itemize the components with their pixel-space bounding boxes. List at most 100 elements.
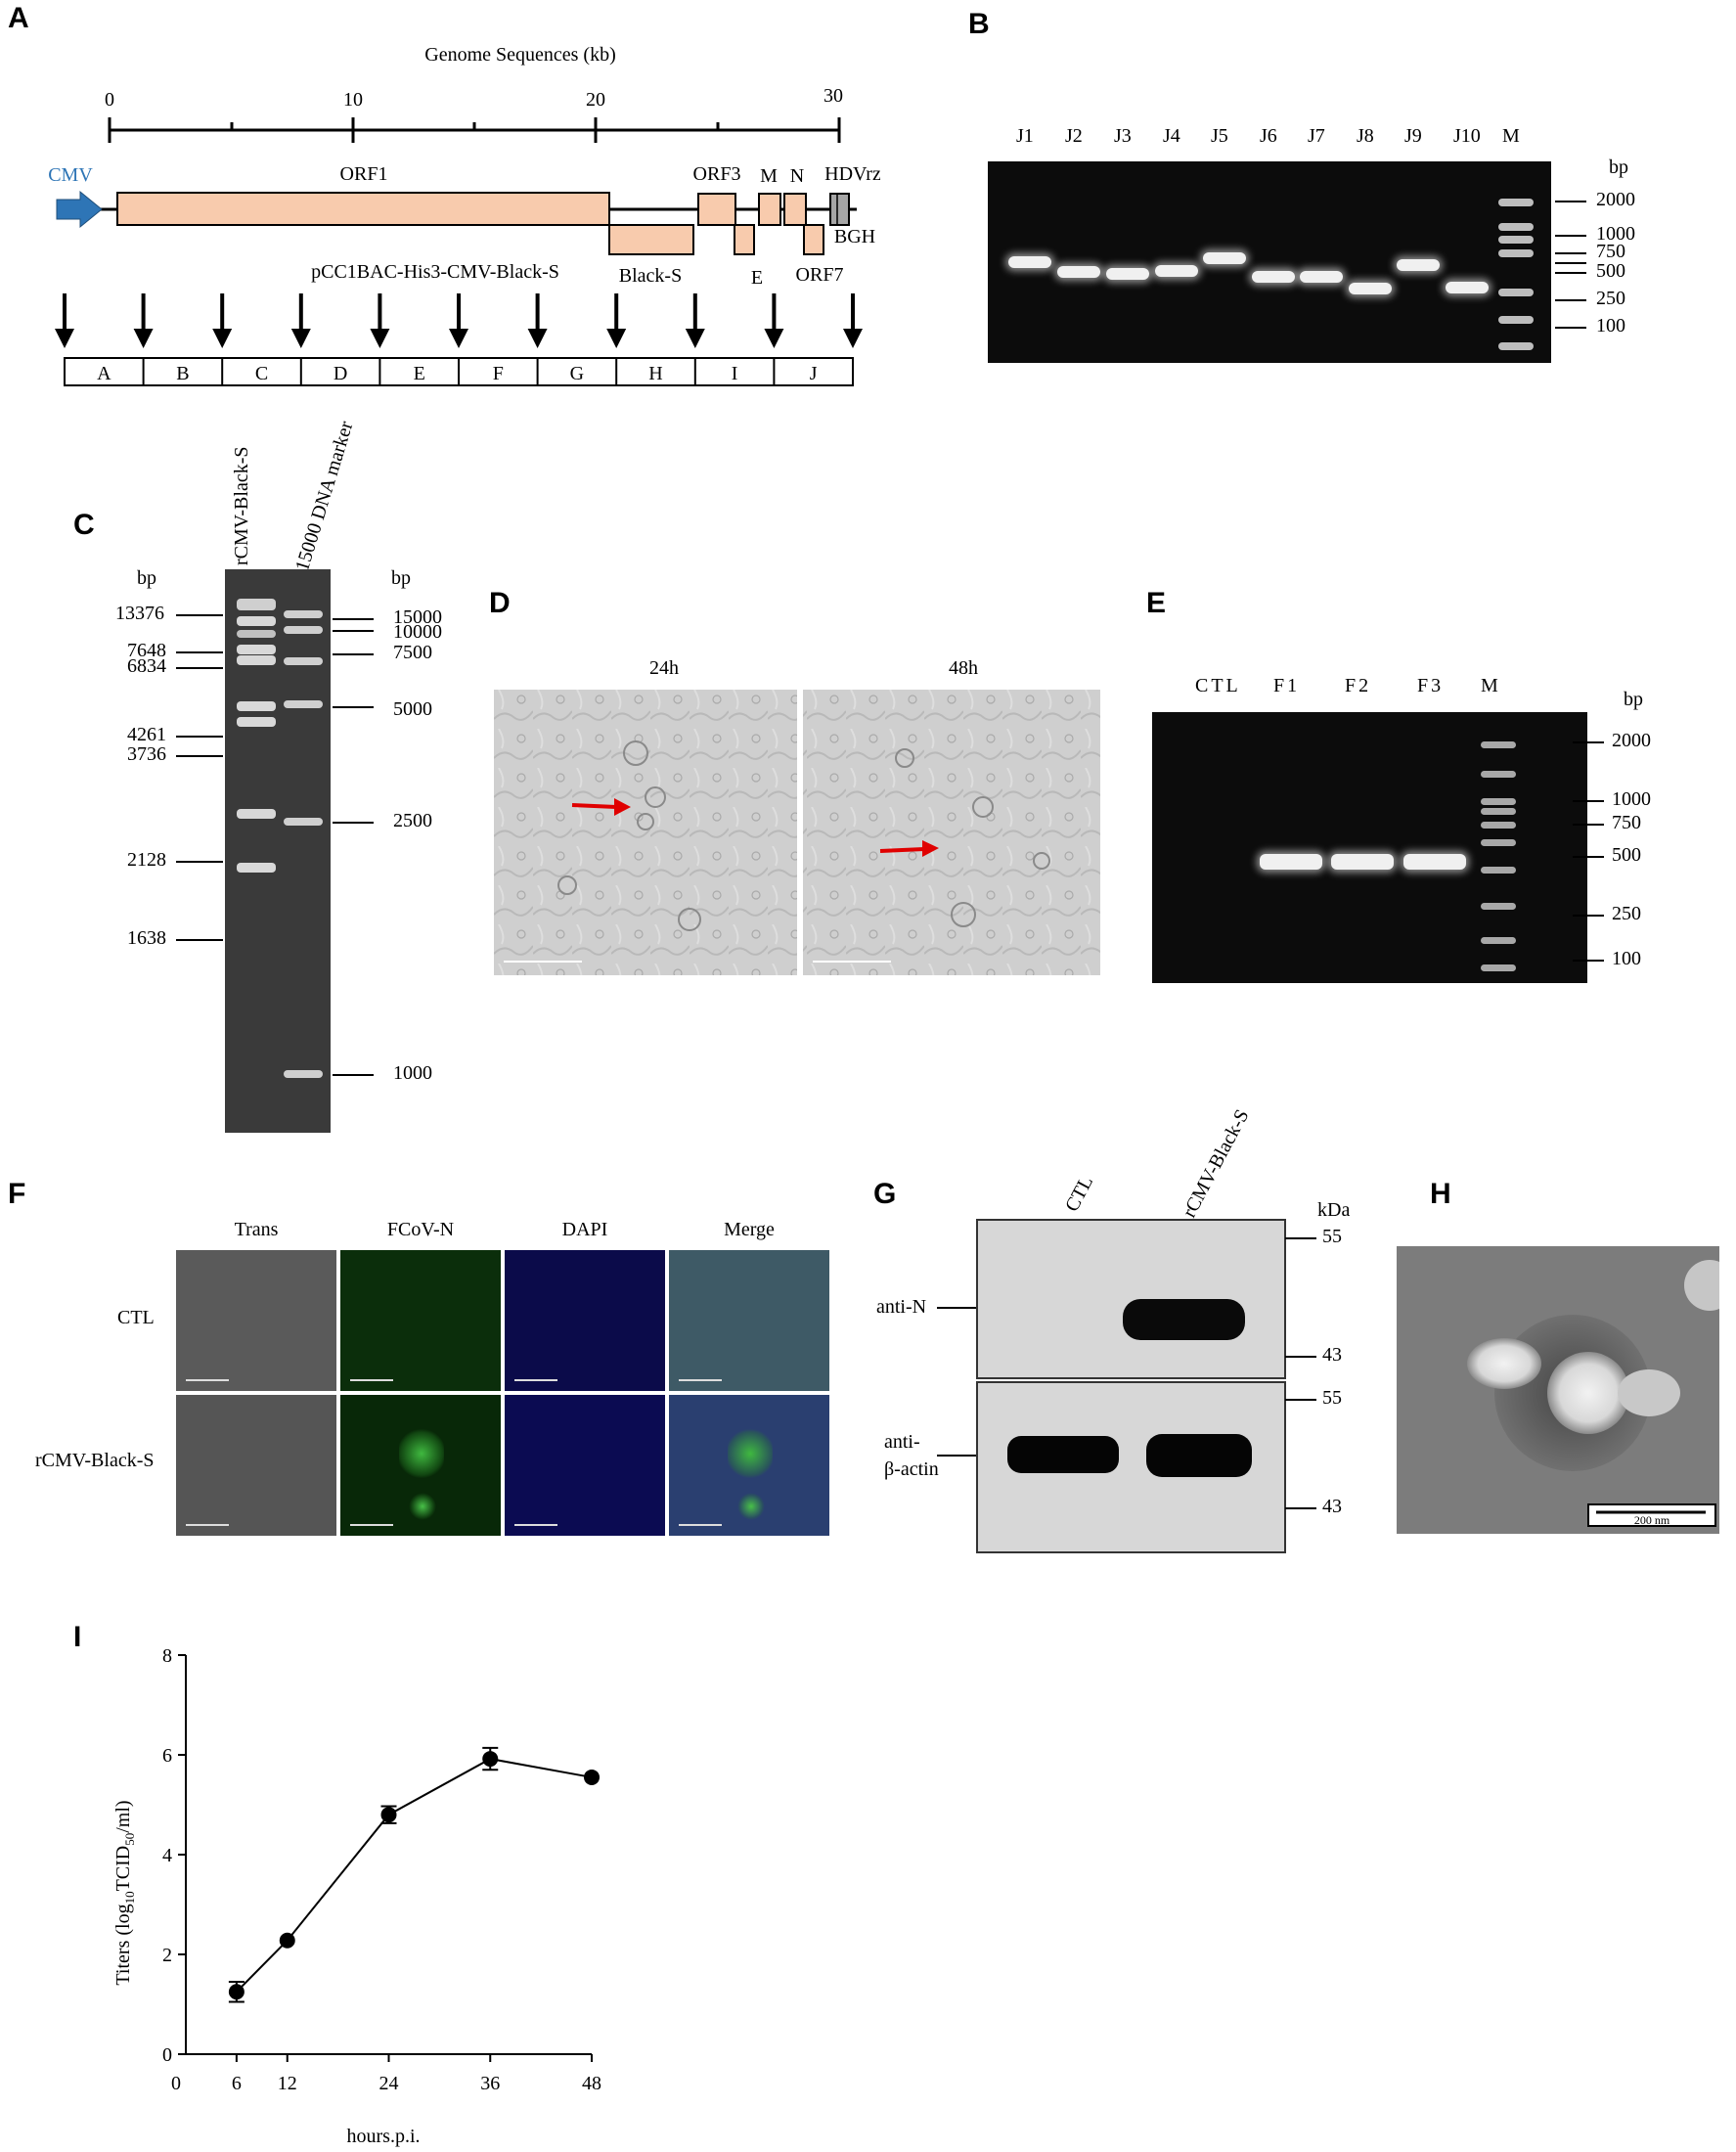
gel-c-sample-band [237, 701, 276, 711]
gel-b-marker-tick [1555, 299, 1586, 301]
gel-c-sample-band [237, 717, 276, 727]
chart-x-tick-label: 48 [582, 2073, 601, 2094]
gel-e-marker-band [1481, 808, 1516, 815]
gel-e-marker-band [1481, 798, 1516, 805]
if-image [340, 1395, 501, 1536]
gel-e-marker-label: 500 [1612, 844, 1641, 866]
gel-e-marker-label: 100 [1612, 948, 1641, 969]
if-row-label-rcmv: rCMV-Black-S [35, 1450, 155, 1471]
gel-e-marker-band [1481, 937, 1516, 944]
e-label: E [751, 267, 763, 289]
em-image: 200 nm [1397, 1246, 1719, 1534]
if-scale-bar [186, 1379, 229, 1381]
micro-label-48h: 48h [949, 657, 978, 679]
gel-e-marker-tick [1573, 960, 1604, 962]
chart-data-point [380, 1807, 397, 1823]
gel-b-lane-label: J9 [1404, 125, 1422, 147]
gel-c-left-tick [176, 736, 223, 738]
if-scale-bar [350, 1524, 393, 1526]
gel-b-unit: bp [1609, 157, 1628, 178]
if-green-signal [399, 1426, 444, 1481]
wb-band-actin-ctl [1007, 1436, 1119, 1473]
gel-c-sample-band [237, 630, 276, 638]
gel-b-band [1397, 259, 1440, 271]
if-column-header: FCoV-N [386, 1219, 455, 1240]
gel-c-left-size-label: 7648 [127, 640, 166, 661]
gel-e-marker-band [1481, 771, 1516, 778]
orf3-box [697, 193, 736, 226]
gel-c-left-tick [176, 667, 223, 669]
gel-b-marker-band [1498, 236, 1534, 244]
gel-b-marker-tick [1555, 201, 1586, 202]
wb-band-n [1123, 1299, 1245, 1340]
fragment-arrowhead-icon [843, 329, 863, 348]
gel-e-lane-label: F2 [1345, 675, 1372, 696]
wb-marker-43-top: 43 [1322, 1344, 1342, 1366]
gel-b-marker-label: 500 [1596, 260, 1625, 282]
fragment-arrowhead-icon [133, 329, 154, 348]
panel-letter-h: H [1430, 1178, 1451, 1210]
if-image [176, 1250, 336, 1391]
cmv-promoter-arrow [56, 190, 103, 229]
micro-image-24h [494, 690, 797, 975]
gel-b-band [1008, 256, 1051, 268]
panel-letter-f: F [8, 1178, 26, 1210]
fragment-arrowhead-icon [527, 329, 548, 348]
wb-marker-tick [1285, 1237, 1316, 1239]
chart-x-tick-label: 6 [232, 2073, 242, 2094]
gel-c-left-size-label: 4261 [127, 724, 166, 745]
wb-antibody-n: anti-N [876, 1296, 927, 1318]
micro-image-48h [803, 690, 1100, 975]
gel-b-marker-label: 100 [1596, 315, 1625, 336]
wb-marker-55-top: 55 [1322, 1226, 1342, 1247]
gel-c-left-tick [176, 651, 223, 653]
if-scale-bar [679, 1524, 722, 1526]
scale-label-20: 20 [586, 89, 605, 111]
genome-map-svg: Genome Sequences (kb) 0 10 20 30 CMV ORF… [48, 44, 880, 386]
em-scale-label: 200 nm [1634, 1513, 1670, 1527]
gel-b-band [1203, 252, 1246, 264]
gel-e-marker-label: 750 [1612, 812, 1641, 833]
gel-c-sample-band [237, 599, 276, 610]
gel-e-marker-band [1481, 867, 1516, 874]
scale-label-10: 10 [343, 89, 363, 111]
wb-marker-tick [1285, 1356, 1316, 1358]
panel-letter-d: D [489, 587, 511, 619]
gel-b-lane-label: J10 [1453, 125, 1481, 147]
if-image [176, 1395, 336, 1536]
if-green-signal [728, 1426, 773, 1481]
gel-b-marker-tick [1555, 235, 1586, 237]
chart-series-line [236, 1758, 593, 1993]
gel-e-lane-label: M [1481, 675, 1501, 696]
gel-e-marker-tick [1573, 856, 1604, 858]
wb-lane-label-rcmv: rCMV-Black-S [1179, 1105, 1254, 1222]
gel-e-marker-band [1481, 964, 1516, 971]
if-image [505, 1250, 665, 1391]
fragment-label: B [176, 363, 189, 384]
wb-pointer-n [937, 1307, 976, 1309]
wb-unit: kDa [1317, 1199, 1351, 1221]
gel-c-marker-band [284, 818, 323, 826]
fragment-arrowhead-icon [764, 329, 784, 348]
gel-c-right-size-label: 5000 [393, 698, 432, 720]
gel-b-marker-band [1498, 342, 1534, 350]
chart-x-tick-label: 12 [278, 2073, 297, 2094]
gel-b-marker-label: 250 [1596, 288, 1625, 309]
fragment-label: G [570, 363, 584, 384]
gel-e-marker-tick [1573, 915, 1604, 917]
wb-pointer-actin [937, 1455, 976, 1457]
gel-c-right-tick [333, 822, 374, 824]
bgh-label: BGH [834, 226, 875, 247]
gel-b-marker-tick [1555, 252, 1586, 254]
gel-b-lane-label: J8 [1357, 125, 1374, 147]
gel-b-lane-label: J3 [1114, 125, 1132, 147]
wb-marker-tick [1285, 1399, 1316, 1401]
gel-e-image [1152, 712, 1587, 983]
construct-label: pCC1BAC-His3-CMV-Black-S [311, 261, 559, 283]
chart-ylabel: Titers (log10TCID50/ml) [112, 1800, 137, 1985]
gel-b-marker-band [1498, 199, 1534, 206]
gel-b-band [1349, 283, 1392, 294]
gel-b-lane-label: J4 [1163, 125, 1180, 147]
gel-c-left-tick [176, 614, 223, 616]
gel-b-lane-label: J6 [1260, 125, 1277, 147]
